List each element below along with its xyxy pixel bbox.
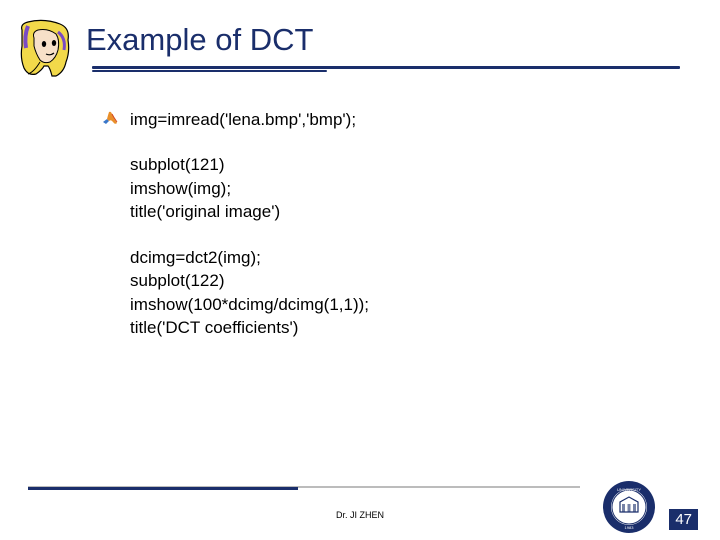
- code-line: imshow(img);: [130, 177, 369, 200]
- code-block-1: img=imread('lena.bmp','bmp');: [130, 108, 356, 131]
- footer-divider: [28, 486, 580, 496]
- code-block-2: subplot(121) imshow(img); title('origina…: [130, 153, 369, 223]
- matlab-logo-icon: [100, 109, 120, 129]
- author-label: Dr. JI ZHEN: [336, 510, 384, 520]
- code-line: dcimg=dct2(img);: [130, 246, 369, 269]
- code-line: subplot(122): [130, 269, 369, 292]
- content: img=imread('lena.bmp','bmp'); subplot(12…: [100, 108, 369, 362]
- code-block-3: dcimg=dct2(img); subplot(122) imshow(100…: [130, 246, 369, 340]
- slide: Example of DCT img=imread('lena.bmp','bm…: [0, 0, 720, 540]
- slide-title: Example of DCT: [86, 22, 720, 58]
- lena-portrait-icon: [14, 18, 74, 80]
- code-line: title('original image'): [130, 200, 369, 223]
- code-line-1-row: img=imread('lena.bmp','bmp');: [100, 108, 369, 131]
- header: Example of DCT: [0, 18, 720, 80]
- svg-text:1983: 1983: [625, 525, 635, 530]
- code-line: imshow(100*dcimg/dcimg(1,1));: [130, 293, 369, 316]
- code-line: title('DCT coefficients'): [130, 316, 369, 339]
- title-underline: [92, 66, 680, 72]
- code-line: img=imread('lena.bmp','bmp');: [130, 108, 356, 131]
- page-number: 47: [669, 509, 698, 530]
- footer: Dr. JI ZHEN UNIVERSITY 1983 47: [0, 480, 720, 540]
- university-seal-icon: UNIVERSITY 1983: [602, 480, 656, 534]
- code-line: subplot(121): [130, 153, 369, 176]
- title-block: Example of DCT: [86, 18, 720, 72]
- svg-text:UNIVERSITY: UNIVERSITY: [617, 487, 641, 492]
